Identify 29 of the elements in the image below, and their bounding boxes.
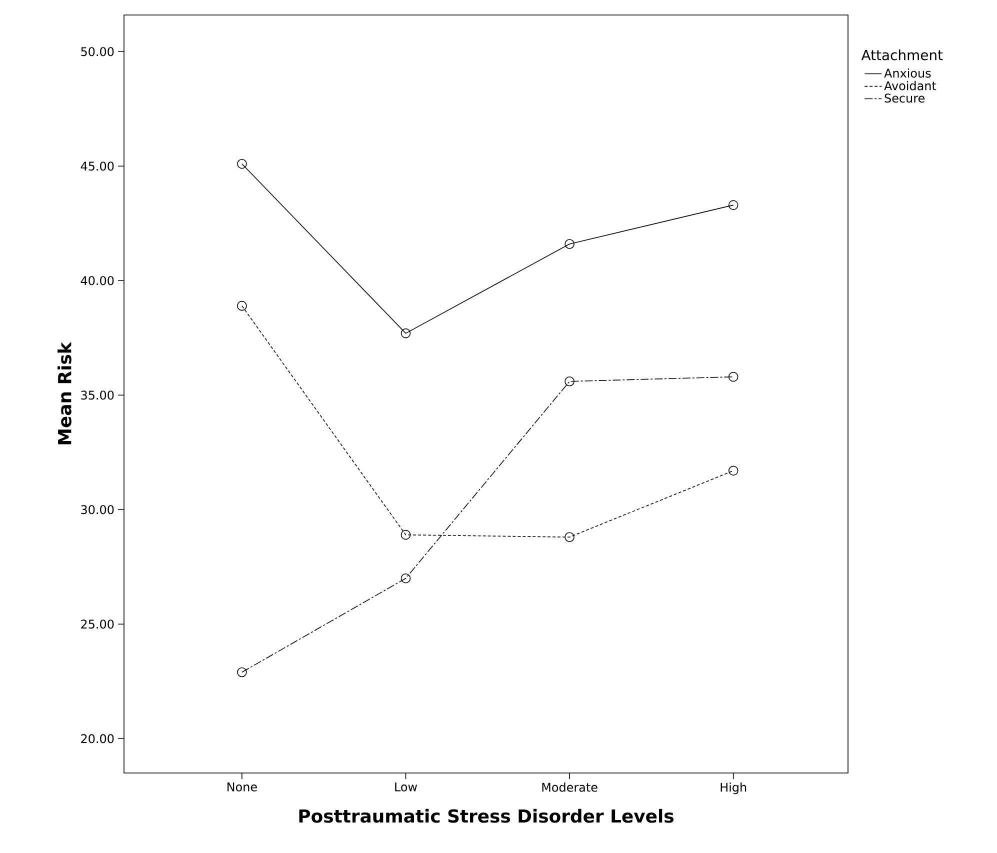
legend-label: Secure [884, 94, 925, 103]
y-tick-label: 45.00 [80, 162, 114, 171]
x-tick-label: Low [395, 782, 418, 792]
point [564, 532, 574, 542]
y-tick-label: 20.00 [81, 734, 114, 744]
point [400, 573, 411, 584]
y-tick-label: 40.00 [80, 276, 114, 286]
legend-title: Attachment [861, 49, 943, 60]
legend-label: Anxious [884, 68, 931, 78]
point [400, 530, 411, 540]
x-tick-label: None [228, 782, 257, 792]
y-tick-label: 50.00 [81, 47, 114, 56]
y-tick-label: 25.00 [81, 620, 114, 629]
legend-label: Avoidant [884, 81, 936, 90]
point [237, 300, 247, 311]
x-tick-label: Moderate [542, 782, 598, 792]
point [564, 376, 574, 386]
y-tick-label: 35.00 [81, 390, 114, 400]
point [237, 667, 247, 678]
y-axis-title: Mean Risk [58, 342, 72, 444]
x-tick-label: High [720, 782, 746, 794]
point [728, 372, 738, 382]
point [728, 466, 738, 476]
point [237, 158, 247, 169]
point [728, 200, 738, 210]
x-axis-title: Posttraumatic Stress Disorder Levels [299, 808, 674, 823]
point [564, 239, 574, 249]
point [400, 328, 411, 338]
y-tick-label: 30.00 [81, 505, 114, 514]
